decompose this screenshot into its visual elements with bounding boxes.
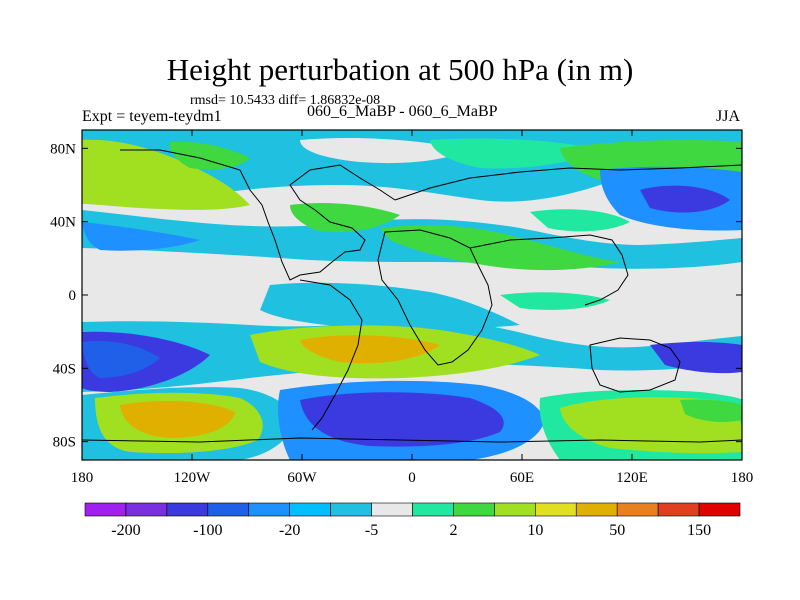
stats-label: rmsd= 10.5433 diff= 1.86832e-08 [190,93,381,108]
colorbar-swatch [412,502,454,517]
contour-teal-asia [530,209,630,232]
lon-tick-label: 120W [174,470,212,486]
colorbar-label: -5 [365,522,378,539]
contour-cyan-tropics [260,282,520,330]
colorbar-swatch [207,502,250,517]
contour-teal-tropics [500,292,610,310]
colorbar-label: -200 [111,522,140,539]
contour-teal-north [430,138,600,169]
longitude-axis: 180 120W 60W 0 60E 120E 180 [71,130,754,486]
lat-tick-label: 0 [69,288,77,304]
colorbar-swatch [494,502,536,517]
colorbar-swatch [125,502,168,517]
colorbar-swatch [575,502,618,517]
contour-blue-ne [640,185,730,213]
antarctica-outline [82,437,742,443]
lat-tick-label: 80N [50,141,76,157]
contour-green-se [680,399,742,422]
experiment-label: Expt = teyem-teydm1 [82,108,222,125]
colorbar-swatch [453,502,495,517]
contour-gold-satlantic [300,335,440,364]
colorbar-label: 50 [609,522,625,539]
colorbar-swatch [698,502,741,517]
lon-tick-label: 180 [71,470,94,486]
australia-outline [589,337,681,393]
lon-tick-label: 0 [408,470,416,486]
plot-title: Height perturbation at 500 hPa (in m) [166,52,634,87]
contour-green-atlantic [290,203,400,232]
south-america-outline [299,279,363,431]
contour-neutral-north [300,138,470,164]
contour-blue-south [300,392,504,447]
lon-tick-label: 60W [287,470,317,486]
colorbar-swatch [289,502,331,517]
colorbar-swatch [330,502,372,517]
contour-lightblue-nw [82,222,200,251]
colorbar-swatch [248,502,290,517]
latitude-axis: 80N 40N 0 40S 80S [50,141,742,451]
colorbar-swatch [535,502,577,517]
lat-tick-label: 40S [53,361,76,377]
colorbar-swatch [84,502,127,517]
colorbar [84,502,741,517]
contour-yellowgreen-nw [82,139,250,210]
colorbar-swatch [616,502,659,517]
lon-tick-label: 180 [731,470,754,486]
colorbar-label: 10 [527,522,543,539]
comparison-label: 060_6_MaBP - 060_6_MaBP [307,103,498,120]
contour-green-nw [169,141,250,170]
colorbar-label: -100 [193,522,222,539]
africa-outline [377,229,493,366]
contour-gold-sw [120,400,235,438]
colorbar-label: 2 [449,522,457,539]
contour-darkblue-sw [82,340,160,378]
continent-outlines [82,149,742,443]
colorbar-swatch [657,502,700,517]
colorbar-label: 150 [687,522,711,539]
colorbar-swatch [371,502,413,517]
lat-tick-label: 80S [53,435,76,451]
contour-blue-se [650,341,742,374]
eurasia-north-outline [394,164,742,201]
north-america-outline [120,149,396,281]
asia-south-outline [469,234,629,306]
lon-tick-label: 60E [510,470,534,486]
colorbar-label: -20 [279,522,300,539]
season-label: JJA [716,108,741,125]
lat-tick-label: 40N [50,215,76,231]
lon-tick-label: 120E [616,470,648,486]
colorbar-labels: -200 -100 -20 -5 2 10 50 150 [111,522,711,539]
colorbar-swatch [166,502,209,517]
contour-green-eurasia [380,225,620,271]
contour-field [82,130,742,460]
